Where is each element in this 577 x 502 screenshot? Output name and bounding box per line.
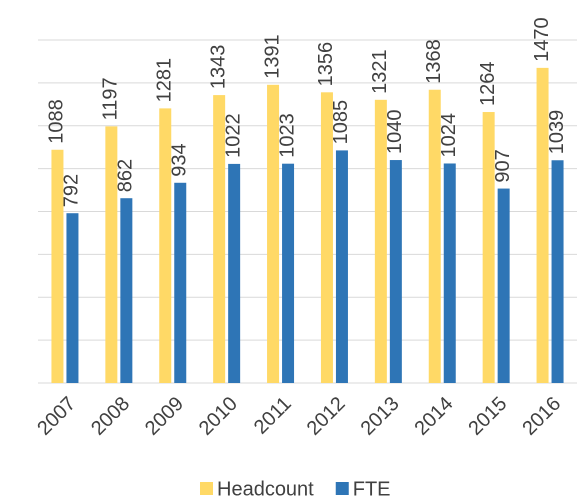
legend-swatch <box>200 482 213 495</box>
bar <box>213 95 226 384</box>
bar <box>228 163 241 383</box>
data-label: 1321 <box>369 49 391 94</box>
x-tick-label: 2015 <box>464 393 511 440</box>
data-label: 1023 <box>276 113 298 158</box>
bar <box>443 163 456 383</box>
x-tick-label: 2007 <box>33 393 80 440</box>
bar <box>51 149 64 383</box>
x-tick-label: 2014 <box>410 393 457 440</box>
bar <box>66 213 79 383</box>
data-label: 1197 <box>100 77 122 120</box>
bar <box>120 198 133 383</box>
data-label: 1085 <box>330 100 352 145</box>
data-label: 934 <box>169 143 191 176</box>
bar <box>389 160 402 383</box>
data-label: 1088 <box>46 99 68 144</box>
x-tick-label: 2013 <box>357 393 404 440</box>
data-label: 1040 <box>384 110 406 155</box>
x-tick-label: 2011 <box>250 393 296 439</box>
data-label: 907 <box>492 149 514 182</box>
data-label: 1281 <box>154 58 176 103</box>
bar <box>428 89 441 384</box>
bar <box>551 160 564 383</box>
bar <box>282 163 295 383</box>
legend-label: Headcount <box>217 478 314 500</box>
bar <box>374 99 387 384</box>
data-label: 1264 <box>477 62 499 107</box>
data-label: 1024 <box>438 113 460 158</box>
data-label: 1356 <box>315 42 337 87</box>
data-label: 1039 <box>546 110 568 155</box>
bar <box>497 188 510 383</box>
legend-label: FTE <box>353 478 391 500</box>
data-label: 792 <box>61 174 83 207</box>
bar <box>482 112 495 383</box>
bar <box>320 92 333 384</box>
x-tick-label: 2010 <box>195 393 242 440</box>
x-tick-label: 2012 <box>303 393 350 440</box>
data-label: 1368 <box>423 39 445 84</box>
bar <box>159 108 172 384</box>
bar <box>335 150 348 383</box>
bar <box>267 84 280 383</box>
x-tick-label: 2009 <box>141 393 188 440</box>
bar <box>174 182 187 383</box>
x-tick-label: 2016 <box>518 393 565 440</box>
x-tick-label: 2008 <box>87 393 134 440</box>
bar <box>105 126 118 383</box>
data-label: 1022 <box>222 113 244 158</box>
data-label: 1470 <box>531 17 553 62</box>
data-label: 862 <box>115 159 137 192</box>
bar <box>536 67 549 384</box>
data-label: 1391 <box>261 34 283 79</box>
legend-swatch <box>335 482 349 495</box>
data-label: 1343 <box>207 45 229 90</box>
